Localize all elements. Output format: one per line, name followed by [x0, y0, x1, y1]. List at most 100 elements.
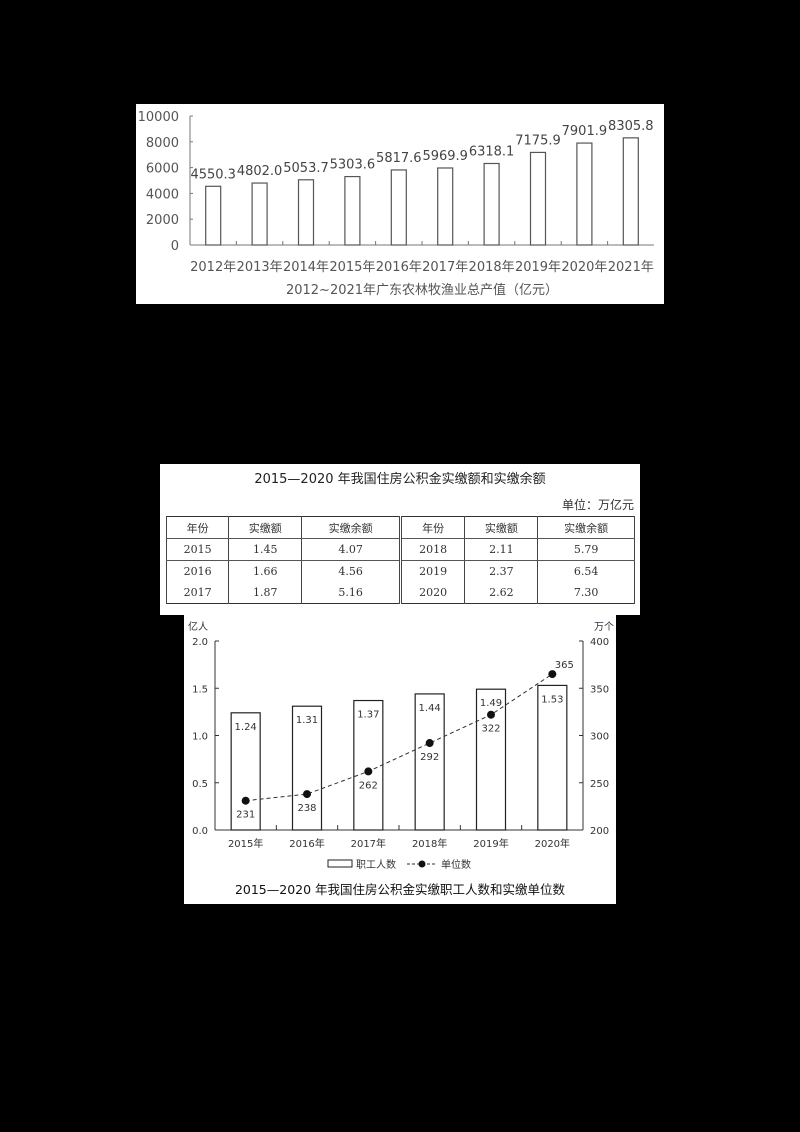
- x-tick-label: 2017年: [351, 837, 386, 850]
- col-header: 年份: [165, 516, 230, 539]
- bar-value-label: 6318.1: [469, 144, 514, 159]
- y-tick-label: 8000: [146, 136, 179, 151]
- worker-bar: [537, 684, 568, 831]
- units-point-label: 365: [555, 660, 574, 671]
- table-cell: 4.56: [301, 560, 401, 582]
- table-row: 2015 1.45 4.07 2018 2.11 5.79: [165, 538, 635, 561]
- legend-bar-swatch: [327, 859, 353, 868]
- left-y-tick-label: 1.5: [192, 684, 208, 695]
- table-cell: 2015: [165, 538, 230, 561]
- right-y-tick-label: 350: [590, 684, 609, 695]
- bar: [390, 169, 407, 246]
- bar: [437, 167, 454, 246]
- units-point: [241, 796, 250, 805]
- chart-title: 2015—2020 年我国住房公积金实缴职工人数和实缴单位数: [235, 882, 566, 897]
- bar: [205, 185, 222, 246]
- table-cell: 2.11: [464, 538, 539, 561]
- units-point: [425, 739, 434, 748]
- x-tick-label: 2015年: [228, 837, 263, 850]
- x-tick-label: 2016年: [289, 837, 324, 850]
- right-y-tick-label: 250: [590, 779, 609, 790]
- table-cell: 1.87: [228, 582, 303, 604]
- agri-output-bar-chart: 0 2000 4000 6000 8000 10000 4550.3 2012年 4802.0 2…: [138, 110, 654, 298]
- x-tick-label: 2019年: [473, 837, 508, 850]
- col-header: 年份: [398, 516, 466, 539]
- bar-value-label: 4550.3: [190, 167, 236, 182]
- units-point-label: 231: [236, 810, 255, 821]
- col-header: 实缴额: [464, 516, 539, 539]
- bar: [344, 175, 361, 246]
- worker-bar-label: 1.49: [480, 698, 502, 709]
- worker-bar-label: 1.31: [296, 715, 318, 726]
- units-point-label: 292: [420, 752, 439, 763]
- bar: [529, 151, 547, 246]
- col-header: 实缴额: [228, 516, 303, 539]
- units-point: [548, 670, 557, 679]
- units-point-label: 238: [297, 803, 316, 814]
- col-header: 实缴余额: [301, 516, 401, 539]
- table-cell: 6.54: [537, 560, 635, 582]
- worker-bar-label: 1.37: [357, 710, 379, 721]
- y-tick-label: 0: [171, 239, 179, 254]
- left-axis-unit: 亿人: [188, 620, 208, 633]
- table-cell: 2017: [165, 582, 230, 604]
- table-cell: 2.37: [464, 560, 539, 582]
- units-point: [487, 710, 495, 719]
- x-tick-label: 2015年: [329, 260, 375, 275]
- legend: 职工人数 单位数: [327, 858, 471, 871]
- units-point-label: 262: [359, 780, 378, 791]
- worker-bar-label: 1.24: [235, 722, 257, 733]
- bar-value-label: 5817.6: [376, 151, 422, 166]
- left-y-tick-label: 2.0: [192, 637, 208, 648]
- agri-output-chart-panel: 0 2000 4000 6000 8000 10000 4550.3 2012年 4802.0 2…: [136, 104, 664, 304]
- x-tick-label: 2021年: [608, 260, 654, 275]
- bar: [297, 179, 315, 246]
- y-tick-label: 6000: [146, 162, 179, 177]
- worker-bar-label: 1.53: [541, 694, 563, 705]
- worker-bar: [414, 693, 445, 831]
- x-tick-label: 2012年: [190, 260, 236, 275]
- bar: [622, 137, 639, 246]
- chart-title: 2012~2021年广东农林牧渔业总产值（亿元）: [286, 282, 558, 298]
- bar-value-label: 5303.6: [330, 158, 376, 173]
- units-point: [303, 790, 311, 799]
- legend-label-workers: 职工人数: [356, 858, 396, 871]
- left-y-tick-label: 0.0: [192, 826, 208, 837]
- right-axis-unit: 万个: [594, 621, 614, 633]
- x-tick-label: 2018年: [469, 260, 515, 275]
- table-header-row: 年份 实缴额 实缴余额 年份 实缴额 实缴余额: [165, 516, 635, 539]
- table-cell: 2.62: [464, 582, 539, 604]
- right-y-tick-label: 400: [590, 637, 609, 648]
- worker-bar: [291, 705, 323, 831]
- left-y-tick-label: 1.0: [192, 732, 208, 743]
- table-cell: 5.16: [301, 582, 401, 604]
- table-row: 2016 1.66 4.56 2019 2.37 6.54: [165, 560, 635, 582]
- col-header: 实缴余额: [537, 516, 635, 539]
- housing-fund-combo-chart-panel: 亿人 万个 0.0 0.5 1.0 1.5 2.0 200 250 300 350 400 1.24 20…: [184, 615, 616, 904]
- bar-value-label: 7901.9: [562, 124, 608, 139]
- table-cell: 1.45: [228, 538, 303, 561]
- units-point: [364, 767, 373, 776]
- units-line: [245, 673, 553, 802]
- housing-fund-table: 年份 实缴额 实缴余额 年份 实缴额 实缴余额 2015 1.45 4.07 2…: [165, 516, 635, 604]
- x-tick-label: 2019年: [515, 260, 561, 275]
- table-cell: 5.79: [537, 538, 635, 561]
- x-tick-label: 2014年: [283, 260, 329, 275]
- bar: [576, 142, 593, 246]
- y-tick-label: 2000: [146, 213, 179, 228]
- table-cell: 1.66: [228, 560, 303, 582]
- worker-bar: [353, 699, 384, 831]
- workers-units-combo-chart: 亿人 万个 0.0 0.5 1.0 1.5 2.0 200 250 300 350 400 1.24 20…: [188, 620, 614, 897]
- bar-value-label: 8305.8: [608, 119, 654, 134]
- bar: [251, 182, 268, 246]
- x-tick-label: 2018年: [412, 837, 447, 850]
- x-tick-label: 2020年: [535, 837, 570, 850]
- x-tick-label: 2020年: [561, 260, 607, 275]
- legend-label-units: 单位数: [441, 858, 471, 871]
- table-cell: 2018: [398, 538, 466, 561]
- housing-fund-table-panel: 2015—2020 年我国住房公积金实缴额和实缴余额 单位：万亿元 年份 实缴额…: [160, 464, 640, 615]
- bar-value-label: 4802.0: [237, 164, 282, 179]
- table-row: 2017 1.87 5.16 2020 2.62 7.30: [165, 582, 635, 604]
- legend-point-swatch: [418, 860, 426, 868]
- table-cell: 2016: [165, 560, 230, 582]
